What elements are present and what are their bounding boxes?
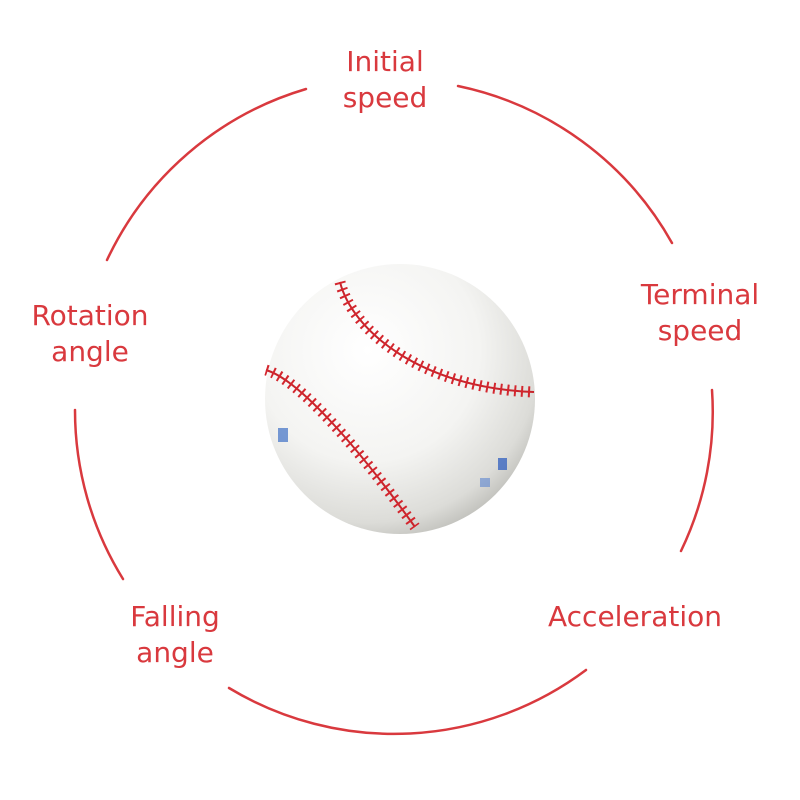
label-line: angle <box>51 335 129 368</box>
label-rotation-angle: Rotation angle <box>5 298 175 370</box>
arc-initial-to-terminal <box>456 84 674 245</box>
ball-print-mark <box>278 428 288 442</box>
label-line: Rotation <box>31 299 149 332</box>
label-line: Acceleration <box>548 600 722 633</box>
arc-rotation-to-initial <box>105 87 308 262</box>
ball-stitches-upper <box>334 280 535 398</box>
cycle-ring <box>73 84 714 736</box>
ball-body <box>265 264 535 534</box>
arc-acceleration-to-falling <box>227 668 588 736</box>
label-line: Initial <box>346 45 424 78</box>
label-line: Terminal <box>640 278 760 311</box>
arc-falling-to-rotation <box>73 408 125 581</box>
label-line: angle <box>136 636 214 669</box>
label-line: Falling <box>130 600 220 633</box>
arc-terminal-to-acceleration <box>679 388 714 553</box>
ball-print-mark <box>480 478 490 487</box>
label-line: speed <box>657 314 743 347</box>
label-line: speed <box>342 81 428 114</box>
ball-stitches-lower <box>264 364 420 531</box>
label-acceleration: Acceleration <box>530 599 740 635</box>
label-terminal-speed: Terminal speed <box>615 277 785 349</box>
ball-print-mark <box>498 458 507 470</box>
label-initial-speed: Initial speed <box>300 44 470 116</box>
label-falling-angle: Falling angle <box>90 599 260 671</box>
baseball-icon <box>264 264 535 534</box>
